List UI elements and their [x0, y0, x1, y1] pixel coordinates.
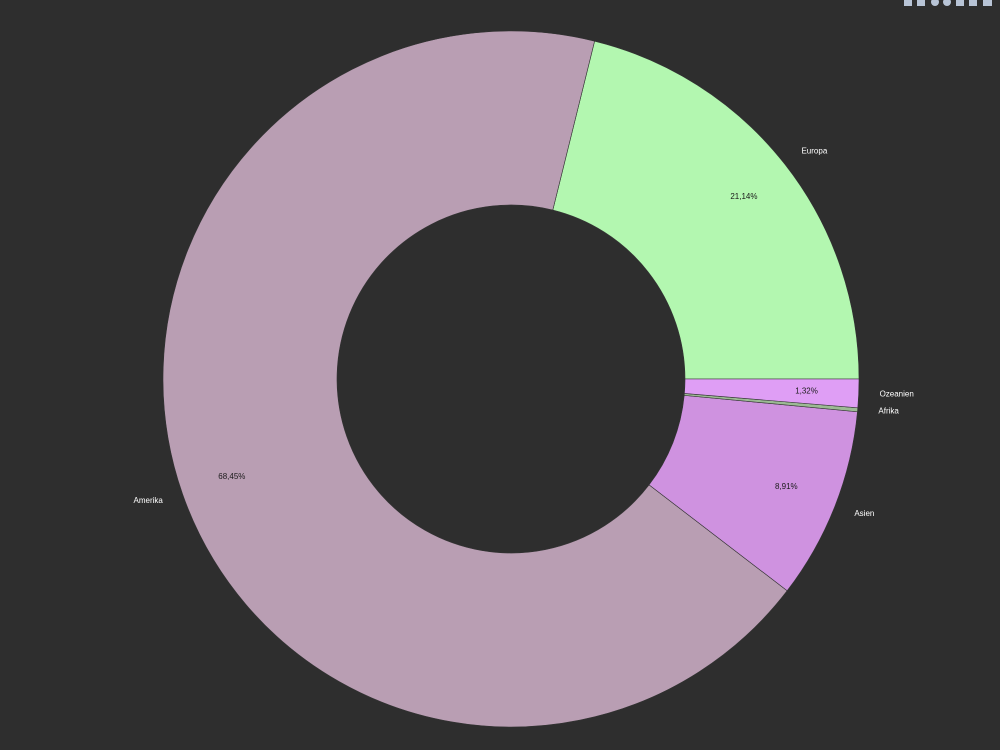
toolbar-icon[interactable] — [943, 0, 951, 6]
value-label: 68,45% — [218, 472, 245, 481]
value-label: 8,91% — [775, 482, 798, 491]
toolbar-icon[interactable] — [904, 0, 912, 6]
value-label: 1,32% — [795, 386, 818, 395]
slice-label: Asien — [854, 509, 874, 518]
toolbar-icon[interactable] — [956, 0, 964, 6]
toolbar-icon[interactable] — [983, 0, 992, 6]
value-label: 21,14% — [730, 192, 757, 201]
toolbar — [904, 0, 992, 6]
donut-slice — [162, 30, 788, 728]
slice-label: Amerika — [134, 496, 164, 505]
toolbar-icon[interactable] — [931, 0, 939, 6]
donut-slice — [552, 40, 860, 380]
slice-label: Europa — [801, 147, 827, 156]
toolbar-icon[interactable] — [969, 0, 977, 6]
toolbar-icon[interactable] — [917, 0, 925, 6]
slice-label: Afrika — [878, 407, 899, 416]
slice-label: Ozeanien — [880, 389, 914, 398]
donut-slice — [684, 378, 860, 409]
